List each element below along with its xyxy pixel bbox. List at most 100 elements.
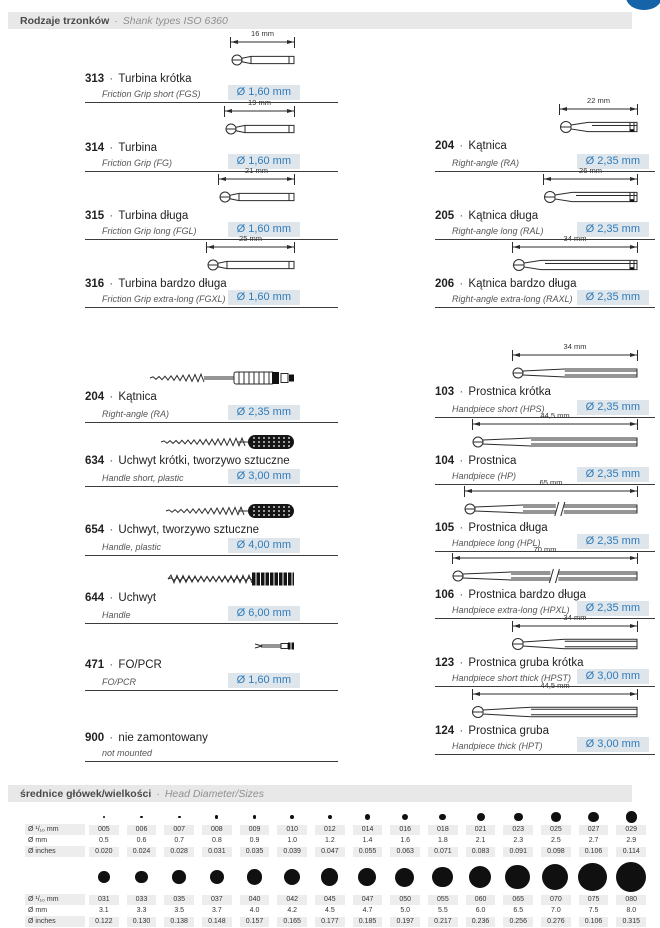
size-dot	[215, 815, 219, 819]
diameter-badge: Ø 2,35 mm	[576, 601, 649, 616]
shank-entry-title: 103 · Prostnica krótka	[435, 385, 655, 399]
size-cell: 029	[616, 824, 647, 835]
size-dot	[439, 813, 447, 821]
shank-name-pl: FO/PCR	[118, 659, 162, 671]
diameter-badge: Ø 2,35 mm	[576, 154, 649, 169]
shank-entry-title: 314 · Turbina	[85, 141, 338, 155]
size-cell: 080	[616, 894, 647, 905]
shank-name-en: Handle short, plastic	[102, 473, 184, 483]
diameter-badge: Ø 4,00 mm	[227, 538, 300, 553]
shank-name-en: Friction Grip long (FGL)	[102, 226, 197, 236]
size-cell: 009	[239, 824, 270, 835]
shank-code: 313	[85, 73, 105, 85]
svg-text:44,5 mm: 44,5 mm	[540, 411, 569, 420]
size-cell: 033	[126, 894, 157, 905]
size-dot	[476, 813, 485, 821]
size-dot	[588, 811, 599, 823]
shank-name-en: FO/PCR	[102, 677, 137, 687]
size-dot	[625, 811, 637, 823]
size-dot	[327, 814, 333, 820]
shank-entry-title: 206 · Kątnica bardzo długa	[435, 277, 655, 291]
size-cell: 0.197	[390, 916, 421, 927]
size-dot	[97, 871, 110, 883]
shank-name-en: Friction Grip extra-long (FGXL)	[102, 294, 226, 304]
shank-entry-206: 34 mm 206 · Kątnica bardzo długa Right-ang…	[435, 234, 655, 308]
svg-text:25 mm: 25 mm	[239, 234, 262, 243]
size-cell: 4.0	[249, 906, 260, 914]
shank-entry-title: 205 · Kątnica długa	[435, 209, 655, 223]
size-dot	[513, 812, 523, 822]
shank-name-en: Friction Grip (FG)	[102, 158, 173, 168]
shank-name-pl: Prostnica bardzo długa	[468, 589, 587, 601]
shank-entry-634: 634 · Uchwyt krótki, tworzywo sztuczne Ha…	[85, 423, 338, 487]
shank-entry-title: 634 · Uchwyt krótki, tworzywo sztuczne	[85, 454, 338, 468]
size-dot	[551, 812, 561, 822]
size-cell: 055	[428, 894, 458, 905]
size-dot	[505, 864, 530, 890]
size-cell: 0.039	[277, 846, 308, 857]
size-cell: 1.2	[325, 836, 335, 844]
size-dot	[209, 869, 224, 885]
size-cell: 3.3	[136, 906, 147, 914]
size-cell: 0.122	[89, 916, 119, 927]
diameter-badge: Ø 6,00 mm	[227, 606, 300, 621]
size-dot	[172, 870, 186, 884]
shank-entry-106: 70 mm 106 · Prostnica bardzo długa Handpie…	[435, 545, 655, 619]
size-cell: 047	[352, 894, 383, 905]
size-cell: 0.071	[428, 846, 458, 857]
size-dot	[252, 815, 257, 819]
size-cell: 0.7	[174, 836, 185, 844]
size-cell: 0.185	[352, 916, 383, 927]
size-row-label: Ø mm	[28, 837, 48, 844]
size-cell: 060	[465, 894, 496, 905]
title-separator: ·	[456, 140, 467, 152]
size-cell: 0.106	[578, 846, 609, 857]
shank-illustration-fo-pcr	[254, 642, 294, 650]
size-cell: 0.157	[239, 916, 270, 927]
size-cell: 025	[541, 824, 571, 835]
size-cell: 0.098	[541, 846, 571, 857]
size-cell: 0.055	[352, 846, 383, 857]
size-cell: 6.0	[475, 906, 486, 914]
size-cell: 045	[315, 894, 345, 905]
size-cell: 035	[164, 894, 195, 905]
diameter-badge: Ø 2,35 mm	[576, 400, 649, 415]
shank-entry-title: 471 · FO/PCR	[85, 658, 338, 672]
size-cell: 075	[578, 894, 609, 905]
shank-code: 105	[435, 522, 455, 534]
shank-name-pl: Turbina bardzo długa	[118, 278, 227, 290]
size-cell: 6.5	[513, 906, 524, 914]
shank-name-en: Handle, plastic	[102, 542, 162, 552]
shank-code: 123	[435, 657, 455, 669]
shank-entry-316: 25 mm 316 · Turbina bardzo długa Friction …	[85, 234, 338, 308]
shank-illustration-handpiece-long: 70 mm	[452, 545, 638, 584]
shank-code: 103	[435, 386, 455, 398]
diameter-badge: Ø 2,35 mm	[576, 222, 649, 237]
title-separator: ·	[106, 142, 117, 154]
size-cell: 8.0	[626, 906, 637, 914]
size-cell: 0.035	[239, 846, 270, 857]
size-dot	[395, 867, 415, 887]
size-cell: 0.315	[616, 916, 647, 927]
section-header-shank-types: Rodzaje trzonków · Shank types ISO 6360	[8, 12, 632, 29]
shank-illustration-endo-file	[149, 371, 294, 385]
shank-illustration-handle-plastic	[160, 435, 294, 449]
size-dot	[102, 816, 105, 818]
title-separator: ·	[106, 592, 117, 604]
size-cell: 0.083	[465, 846, 496, 857]
shank-code: 106	[435, 589, 455, 601]
shank-entry-123: 34 mm 123 · Prostnica gruba krótka Handpie…	[435, 613, 655, 687]
shank-illustration-handle-plastic	[165, 504, 294, 518]
size-cell: 042	[277, 894, 308, 905]
shank-entry-900: 900 · nie zamontowany not mounted	[85, 691, 338, 762]
shank-name-pl: Prostnica gruba	[468, 725, 549, 737]
diameter-badge: Ø 1,60 mm	[227, 290, 300, 305]
shank-code: 654	[85, 524, 105, 536]
size-cell: 010	[277, 824, 308, 835]
section-title-pl: Rodzaje trzonków	[20, 14, 110, 27]
size-cell: 016	[390, 824, 421, 835]
size-cell: 0.063	[390, 846, 421, 857]
shank-name-en: Right-angle (RA)	[452, 158, 520, 168]
shank-name-en: Handpiece thick (HPT)	[452, 741, 543, 751]
shank-entry-644: 644 · Uchwyt Handle Ø 6,00 mm	[85, 556, 338, 624]
